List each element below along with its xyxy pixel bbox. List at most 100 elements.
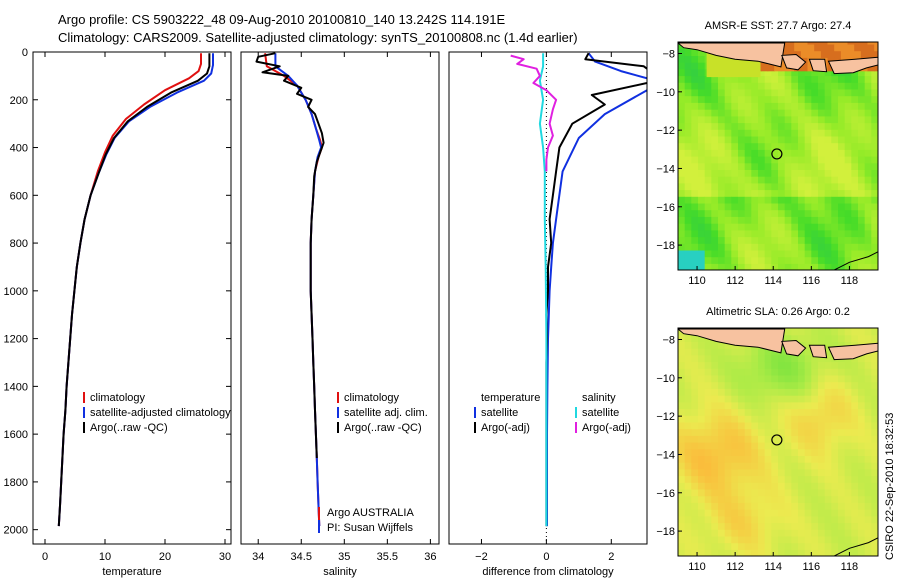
sla_map-cell [818, 455, 826, 463]
sst_map-warm-cell [827, 50, 835, 58]
sst_map-cell [858, 249, 866, 258]
sla_map-cell [864, 381, 872, 389]
sst_map-warm-cell [827, 43, 835, 52]
sla_map-cell [758, 361, 766, 369]
sla_map-cell [711, 381, 719, 389]
sst_map-cell [684, 95, 692, 103]
sla_map-cell [731, 354, 739, 363]
sst_map-cell [824, 249, 832, 258]
sst_map-cell [771, 75, 779, 83]
sst_map-cell [764, 115, 772, 124]
sla_map-cell [871, 509, 878, 517]
sla_map-cell [858, 468, 866, 477]
sst_map-cell [831, 169, 839, 177]
salinity-panel: 34 34.5 35 35.5 36salinityclimatologysatelli… [240, 51, 440, 578]
sla_map-cell [738, 529, 746, 537]
sst_map-cell [744, 75, 752, 83]
sla_map-cell [824, 341, 832, 349]
sst_map-cell [811, 263, 819, 270]
sla_map-cell [798, 522, 806, 530]
sst_map-cell [738, 88, 746, 97]
sla_map-cell [771, 495, 779, 503]
sla_map-xtick-label: 118 [841, 561, 859, 573]
sla_map-cell [698, 415, 706, 423]
sla_map-cell [764, 455, 772, 463]
sst_map-cell [784, 229, 792, 238]
sla_map-cell [744, 482, 752, 490]
sst_map-island-3 [827, 56, 878, 75]
sla_map-cell [824, 515, 832, 524]
sst_map-cell [738, 122, 746, 130]
sst_map-cell [678, 156, 686, 164]
sla_map-cell [844, 515, 852, 524]
sst_map-cell [691, 249, 699, 258]
sst_map-cell [738, 75, 746, 83]
sla_map-cell [858, 549, 866, 556]
sla_map-cell [824, 328, 832, 336]
sla_map-cell [691, 354, 699, 363]
sst_map-cell [798, 115, 806, 124]
sla_map-ytick-label: −18 [656, 526, 675, 538]
sla_map-cell [864, 428, 872, 436]
sst_map-cell [718, 156, 726, 164]
sla_map-cell [844, 374, 852, 383]
sst_map-cell [738, 216, 746, 224]
sst_map-cell [784, 202, 792, 211]
sst_map-cell [824, 88, 832, 97]
sst_map-cell [751, 256, 759, 264]
sla_map-cell [711, 421, 719, 430]
sla_map-cell [818, 495, 826, 503]
sla_map-cell [838, 415, 846, 423]
sla_map-cell [784, 334, 792, 342]
sst_map-cell [678, 95, 686, 103]
sst_map-cell [878, 102, 885, 109]
sla_map-cell [824, 542, 832, 550]
sst_map-cell [784, 142, 792, 150]
sla_map-cell [738, 448, 746, 456]
sst_map-cell [738, 189, 746, 197]
sst_map-cell [831, 202, 839, 211]
sla_map-frame [677, 327, 879, 557]
sst_map-warm-cell [719, 56, 728, 64]
sla_map-cell [758, 395, 766, 403]
sla_map-cell [838, 522, 846, 530]
sst_map-cell [724, 142, 732, 150]
sst_map-cell [731, 156, 739, 164]
sla_map-cell [791, 515, 799, 524]
sla_map-cell [831, 455, 839, 463]
sla_map-cell [824, 455, 832, 463]
sst_map-cell [711, 216, 719, 224]
sla_map-cell [684, 442, 692, 450]
salinity-frame [240, 51, 440, 545]
temperature-xtick-label: 0 [42, 551, 48, 563]
sla_map-cell [851, 401, 859, 410]
sst_map-cell [704, 202, 712, 211]
sst_map-cell [698, 209, 706, 217]
sst_map-cell [798, 88, 806, 97]
sst_map-cell [678, 209, 686, 217]
sla_map-cell [771, 395, 779, 403]
sla_map-cell [684, 495, 692, 503]
sla_map-cell [764, 515, 772, 524]
sst_map-cell [784, 216, 792, 224]
sla_map-cell [851, 435, 859, 443]
sla_map-cell [704, 462, 712, 470]
sla_map-cell [838, 468, 846, 477]
sla_map-cell [811, 415, 819, 423]
sla_map-cell [784, 448, 792, 456]
sst_map-cell [778, 75, 786, 83]
sla_map-cell [784, 408, 792, 416]
sla_map-cell [831, 368, 839, 376]
sla_map-cell [764, 549, 772, 556]
sla_map-cell [791, 462, 799, 470]
sla_map-cell [844, 502, 852, 510]
sla_map-cell [724, 455, 732, 463]
sst_map-cell [744, 162, 752, 170]
sla_map-cell [724, 354, 732, 363]
sla_map-cell [784, 509, 792, 517]
sla_map-cell [764, 482, 772, 490]
sla_map-cell [804, 448, 812, 456]
sla_map-cell [818, 475, 826, 483]
sst_map-cell [698, 236, 706, 244]
sst_map-cell [698, 55, 706, 63]
